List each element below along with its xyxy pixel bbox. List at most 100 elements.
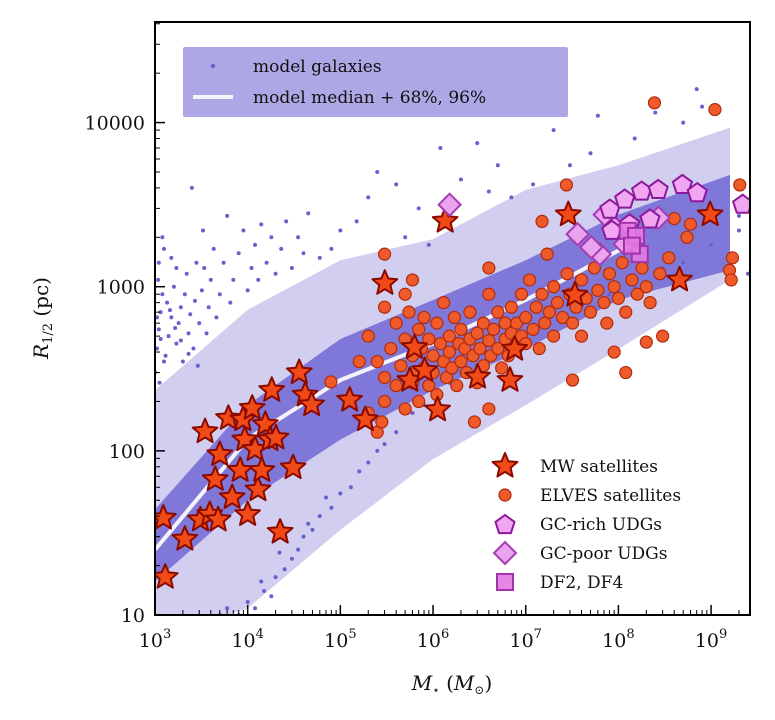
- model-galaxy-point: [475, 141, 480, 146]
- x-tick-label: 108: [602, 627, 634, 652]
- mw-satellite-star: [244, 475, 272, 502]
- model-galaxy-point: [165, 300, 170, 305]
- model-galaxy-point: [253, 606, 258, 611]
- model-galaxy-point: [394, 182, 399, 187]
- model-galaxy-point: [184, 271, 189, 276]
- y-tick-label: 10000: [85, 113, 145, 135]
- legend-observations: MW satellites ELVES satellites GC-rich U…: [491, 452, 681, 593]
- gc-poor-udg-diamond: [565, 221, 591, 247]
- elves-satellite-point: [540, 247, 554, 261]
- mw-satellite-star: [218, 483, 246, 509]
- mw-satellite-star: [561, 280, 589, 307]
- model-galaxy-point: [366, 460, 371, 465]
- legend-mw-star-icon: [491, 452, 519, 478]
- elves-satellite-point: [559, 178, 574, 192]
- mw-satellite-star: [501, 335, 528, 361]
- elves-satellite-point: [417, 310, 431, 325]
- model-galaxy-point: [700, 104, 705, 109]
- elves-satellite-point: [412, 394, 426, 409]
- model-galaxy-point: [156, 260, 161, 265]
- mw-satellite-star: [191, 417, 219, 444]
- model-galaxy-point: [261, 589, 266, 594]
- model-galaxy-point: [225, 606, 230, 611]
- data-marks: [155, 87, 750, 615]
- model-galaxy-point: [197, 321, 202, 326]
- mw-satellite-star: [215, 404, 242, 430]
- elves-satellite-point: [583, 305, 598, 319]
- model-galaxy-point: [509, 195, 514, 200]
- model-galaxy-point: [204, 331, 209, 336]
- model-galaxy-point: [201, 228, 206, 233]
- gc-rich-udg-pentagon: [639, 208, 661, 229]
- model-galaxy-point: [348, 485, 353, 490]
- model-galaxy-point: [607, 292, 612, 297]
- model-galaxy-point: [186, 351, 191, 356]
- model-galaxy-point: [277, 550, 282, 555]
- elves-satellite-point: [377, 300, 392, 314]
- model-galaxy-point: [306, 521, 311, 526]
- mw-satellite-star: [238, 394, 266, 420]
- model-galaxy-point: [289, 556, 294, 561]
- legend-elves-label: ELVES satellites: [540, 486, 681, 506]
- model-galaxy-point: [259, 579, 264, 584]
- model-galaxy-point: [160, 235, 165, 240]
- model-galaxy-point: [169, 255, 174, 260]
- elves-satellite-point: [454, 354, 468, 369]
- model-galaxy-point: [194, 260, 199, 265]
- model-galaxy-point: [231, 277, 236, 282]
- elves-satellite-point: [547, 280, 561, 294]
- elves-satellite-point: [615, 256, 629, 270]
- mw-satellite-star: [496, 366, 524, 392]
- model-galaxy-point: [394, 430, 399, 435]
- elves-satellite-point: [486, 322, 501, 336]
- mw-satellite-star: [464, 363, 491, 389]
- mw-satellite-star: [411, 356, 439, 382]
- model-galaxy-point: [195, 363, 200, 368]
- legend-gcrich-label: GC-rich UDGs: [540, 515, 662, 535]
- elves-satellite-point: [463, 305, 477, 319]
- model-galaxy-point: [269, 235, 274, 240]
- elves-satellite-point: [587, 261, 601, 275]
- model-galaxy-point: [160, 292, 165, 297]
- model-galaxy-point: [595, 113, 600, 118]
- model-galaxy-point: [375, 169, 380, 174]
- elves-satellite-point: [375, 415, 389, 429]
- model-galaxy-point: [228, 300, 233, 305]
- elves-satellite-point: [522, 273, 537, 287]
- elves-satellite-point: [495, 361, 509, 375]
- elves-satellite-point: [619, 365, 633, 380]
- elves-satellite-point: [398, 287, 412, 301]
- gc-rich-udg-pentagon: [614, 188, 636, 209]
- model-galaxy-point: [169, 315, 174, 320]
- model-galaxy-point: [171, 284, 176, 289]
- model-galaxy-point: [306, 211, 311, 216]
- elves-satellite-point: [514, 287, 529, 301]
- model-galaxy-point: [357, 469, 362, 474]
- elves-satellite-point: [412, 322, 426, 336]
- model-galaxy-point: [186, 331, 191, 336]
- model-galaxy-point: [403, 235, 408, 240]
- model-galaxy-point: [189, 185, 194, 190]
- elves-satellite-point: [643, 296, 657, 310]
- elves-satellite-point: [445, 361, 459, 375]
- mw-satellite-star: [229, 405, 257, 432]
- mw-satellite-star: [258, 376, 286, 402]
- model-galaxy-point: [167, 308, 172, 313]
- y-tick-label: 1000: [97, 277, 145, 299]
- legend-model-box: [183, 47, 568, 117]
- model-galaxy-point: [694, 87, 699, 92]
- model-galaxy-point: [245, 600, 250, 605]
- axis-ticks: 103 104 105 106 107 108 109 10 100 1000 10000: [85, 23, 740, 652]
- model-galaxy-point: [256, 277, 261, 282]
- mw-satellite-star: [298, 390, 325, 417]
- model-galaxy-point: [225, 213, 230, 218]
- model-galaxy-point: [567, 163, 572, 168]
- model-galaxy-point: [653, 110, 658, 115]
- model-galaxy-point: [163, 353, 168, 358]
- model-galaxy-point: [551, 128, 556, 133]
- model-galaxy-point: [156, 327, 161, 332]
- model-galaxy-point: [324, 495, 329, 500]
- elves-satellite-point: [389, 316, 403, 330]
- elves-satellite-point: [639, 335, 653, 349]
